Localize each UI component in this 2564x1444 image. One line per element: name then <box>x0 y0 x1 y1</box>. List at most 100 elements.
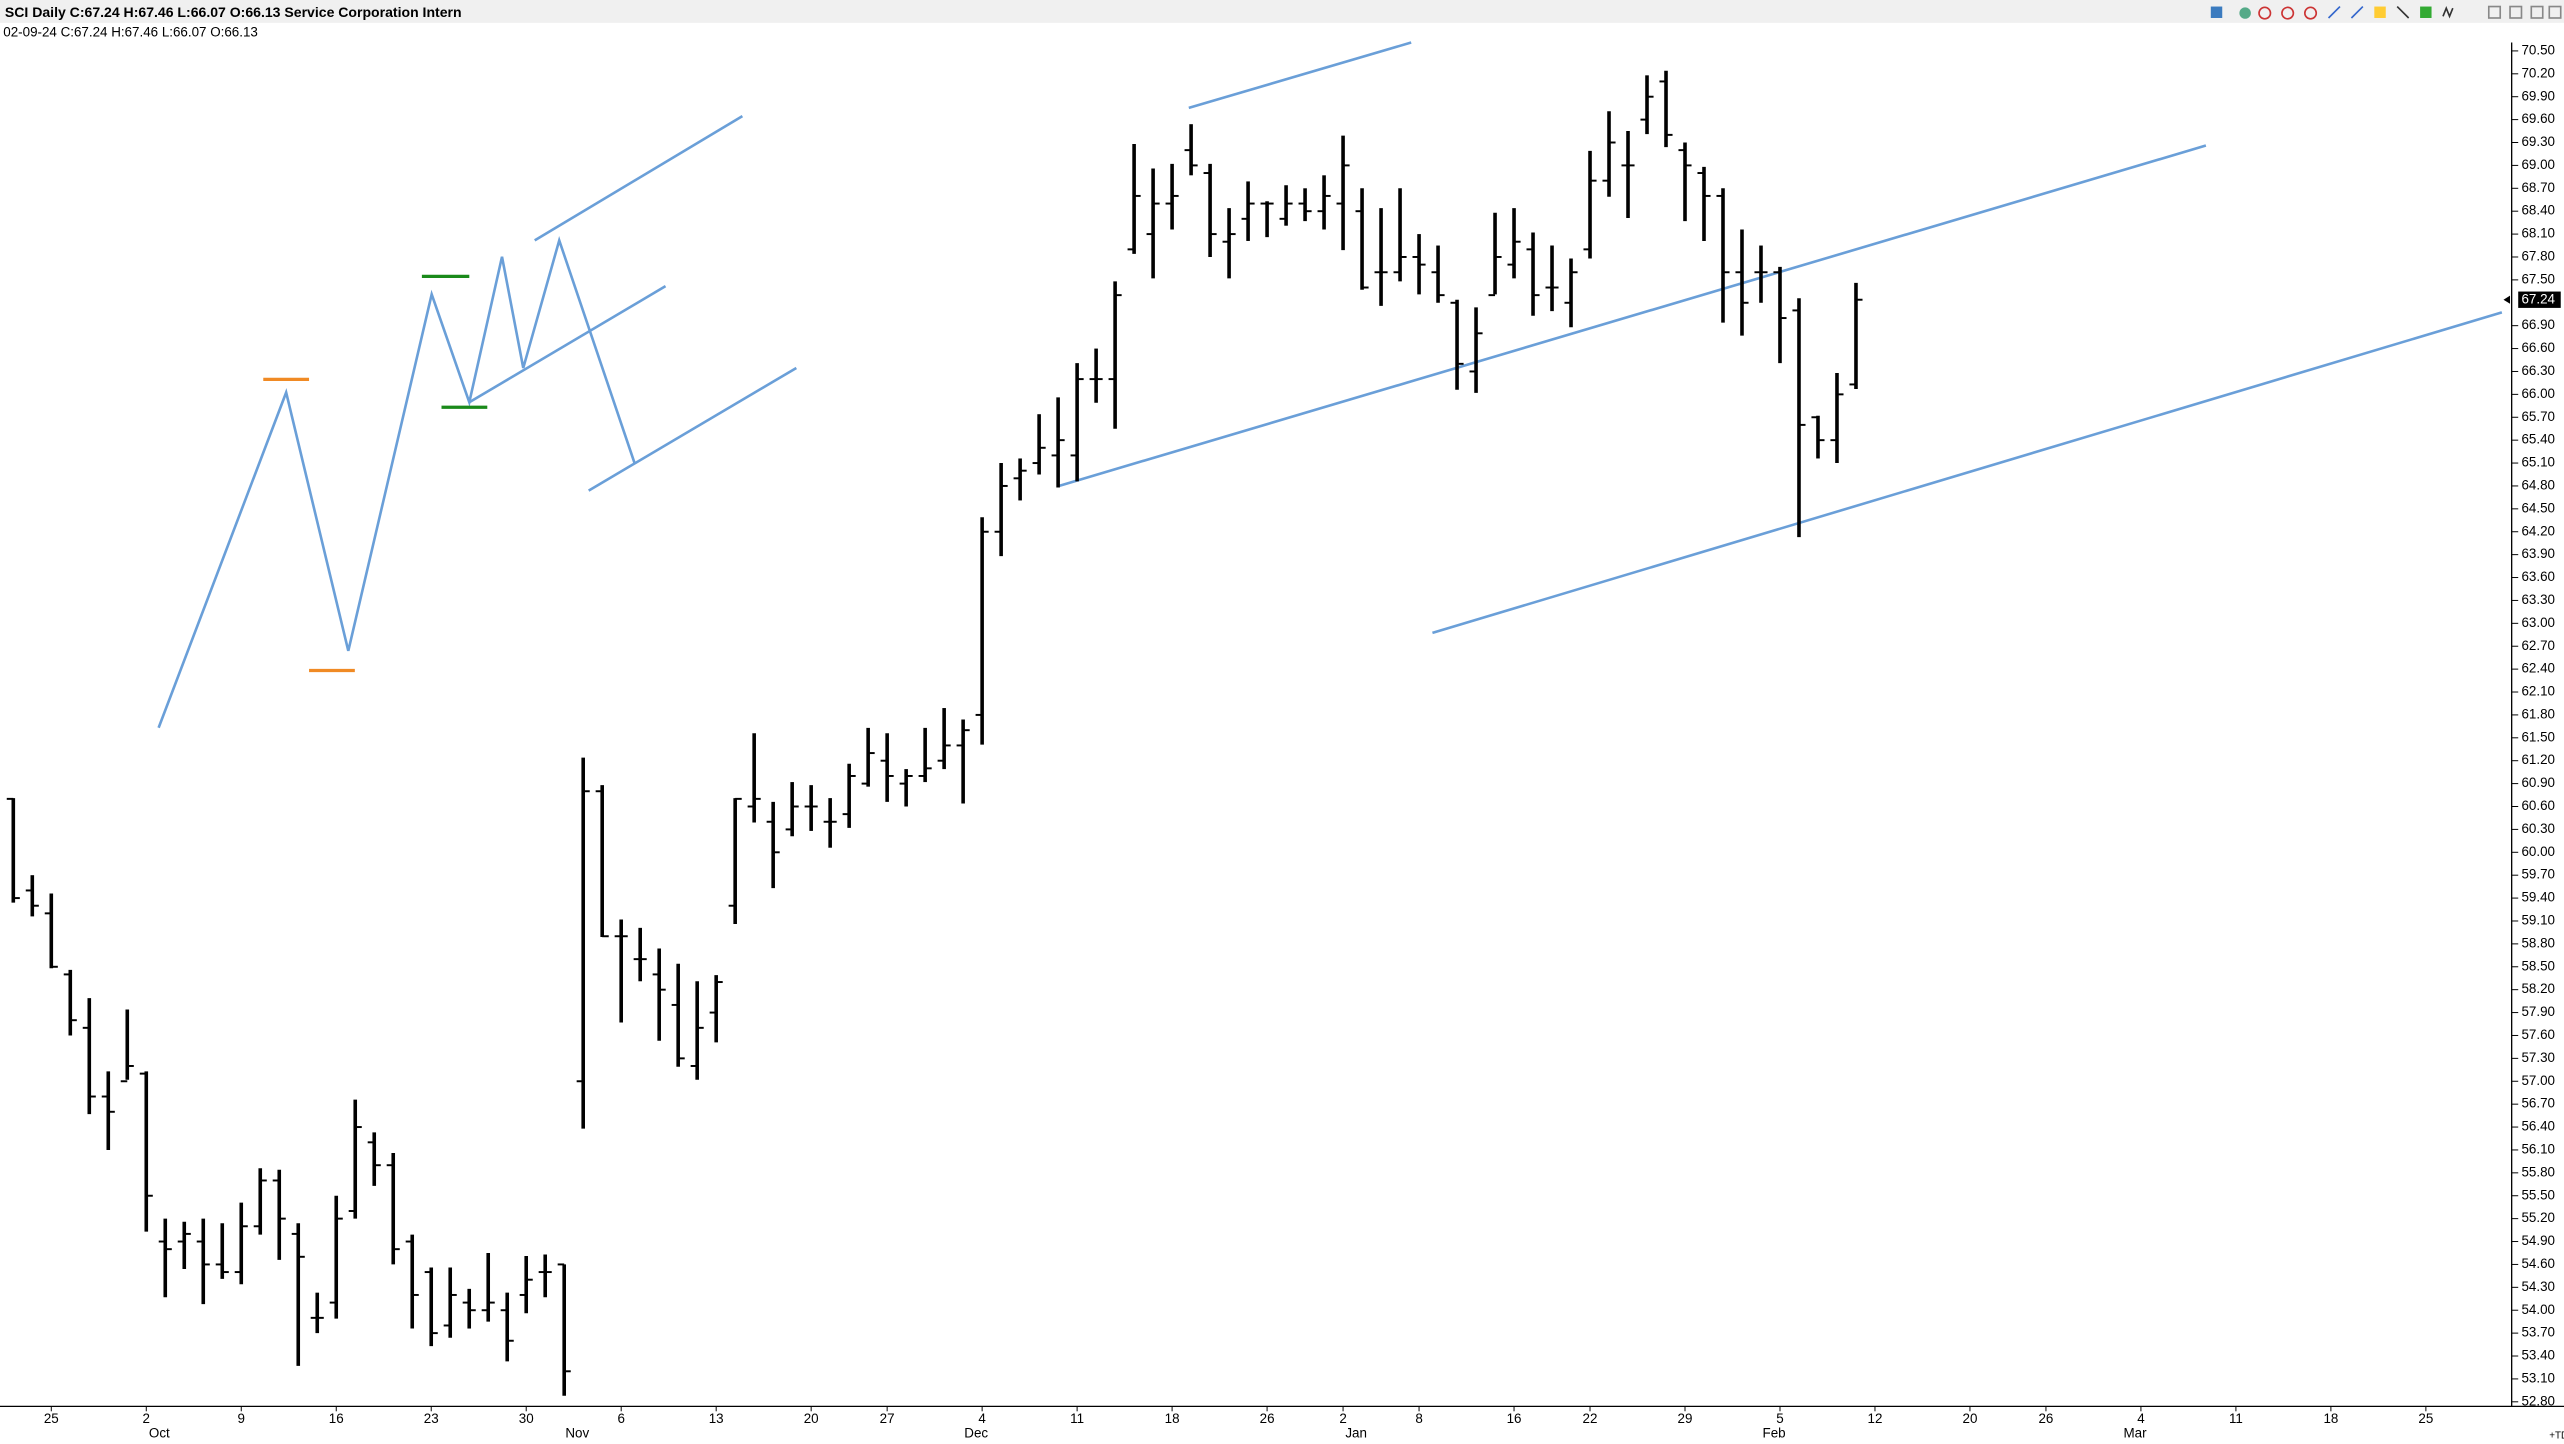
y-tick-label: 70.20 <box>2521 65 2555 80</box>
x-tick-label: 5 <box>1776 1411 1783 1426</box>
trend-line <box>534 114 744 242</box>
y-tick-label: 60.30 <box>2521 821 2555 836</box>
icon[interactable] <box>2210 6 2223 18</box>
y-tick-label: 56.10 <box>2521 1141 2555 1156</box>
y-tick-label: 53.40 <box>2521 1348 2555 1363</box>
y-tick-label: 64.80 <box>2521 477 2555 492</box>
y-tick-label: 59.70 <box>2521 867 2555 882</box>
x-tick-label: 26 <box>1260 1411 1275 1426</box>
y-tick-label: 70.50 <box>2521 42 2555 57</box>
icon[interactable] <box>2420 6 2432 18</box>
y-tick-label: 66.00 <box>2521 386 2555 401</box>
x-tick-label: 2 <box>1339 1411 1346 1426</box>
x-tick-label: 18 <box>1165 1411 1180 1426</box>
y-tick-label: 54.30 <box>2521 1279 2555 1294</box>
y-tick-label: 54.60 <box>2521 1256 2555 1271</box>
x-tick-label: 23 <box>424 1411 439 1426</box>
y-tick-label: 65.70 <box>2521 409 2555 424</box>
last-price: 67.24 <box>2503 291 2561 308</box>
x-tick-label: 9 <box>238 1411 245 1426</box>
y-tick-label: 62.10 <box>2521 684 2555 699</box>
last-price-arrow <box>2503 295 2511 304</box>
x-tick-label: 18 <box>2323 1411 2338 1426</box>
x-tick-label: 16 <box>1507 1411 1522 1426</box>
icon[interactable] <box>2281 6 2295 20</box>
icon[interactable] <box>2442 5 2454 19</box>
x-tick-label: 4 <box>2137 1411 2145 1426</box>
y-tick-label: 69.90 <box>2521 88 2555 103</box>
y-tick-label: 69.60 <box>2521 111 2555 126</box>
y-tick-label: 58.20 <box>2521 981 2555 996</box>
trend-line <box>588 366 798 492</box>
y-tick-label: 68.70 <box>2521 180 2555 195</box>
y-tick-label: 53.10 <box>2521 1370 2555 1385</box>
trend-line <box>1432 311 2503 635</box>
trend-line <box>468 285 667 404</box>
x-tick-label: 4 <box>978 1411 986 1426</box>
y-tick-label: 55.80 <box>2521 1164 2555 1179</box>
drawings <box>157 41 2503 729</box>
x-tick-label: 11 <box>1070 1411 1084 1426</box>
y-tick-label: 68.10 <box>2521 226 2555 241</box>
y-tick-label: 63.60 <box>2521 569 2555 584</box>
last-price-label: 67.24 <box>2521 291 2555 306</box>
y-tick-label: 66.30 <box>2521 363 2555 378</box>
icon[interactable] <box>2327 5 2341 19</box>
icon[interactable] <box>2350 5 2364 19</box>
y-tick-label: 64.20 <box>2521 523 2555 538</box>
y-tick-label: 65.10 <box>2521 455 2555 470</box>
x-tick-label: 25 <box>44 1411 59 1426</box>
chart-title: SCI Daily C:67.24 H:67.46 L:66.07 O:66.1… <box>5 4 462 20</box>
icon[interactable] <box>2304 6 2318 20</box>
title-bar <box>0 0 2564 23</box>
y-tick-label: 57.30 <box>2521 1050 2555 1065</box>
y-tick-label: 63.30 <box>2521 592 2555 607</box>
month-label: Nov <box>565 1426 589 1441</box>
icon[interactable] <box>2530 5 2544 19</box>
y-tick-label: 52.80 <box>2521 1393 2555 1408</box>
icon[interactable] <box>2396 5 2410 19</box>
month-label: Oct <box>149 1426 170 1441</box>
y-tick-label: 61.50 <box>2521 729 2555 744</box>
y-tick-label: 56.70 <box>2521 1096 2555 1111</box>
x-tick-label: 22 <box>1583 1411 1598 1426</box>
icon[interactable] <box>2548 5 2562 19</box>
y-tick-label: 67.50 <box>2521 271 2555 286</box>
icon[interactable] <box>2374 6 2386 18</box>
y-tick-label: 61.20 <box>2521 752 2555 767</box>
y-tick-label: 63.90 <box>2521 546 2555 561</box>
x-tick-label: 16 <box>329 1411 344 1426</box>
y-tick-label: 57.90 <box>2521 1004 2555 1019</box>
x-tick-label: 2 <box>143 1411 150 1426</box>
x-tick-label: 11 <box>2229 1411 2243 1426</box>
month-label: Dec <box>964 1426 988 1441</box>
month-label: Jan <box>1345 1426 1367 1441</box>
axis-corner: +TD <box>2549 1430 2564 1441</box>
y-tick-label: 62.70 <box>2521 638 2555 653</box>
trend-line <box>1188 41 1412 110</box>
x-tick-label: 12 <box>1868 1411 1883 1426</box>
icon[interactable] <box>2239 7 2251 19</box>
x-tick-label: 27 <box>880 1411 895 1426</box>
y-tick-label: 53.70 <box>2521 1325 2555 1340</box>
y-tick-label: 54.90 <box>2521 1233 2555 1248</box>
y-tick-label: 67.80 <box>2521 249 2555 264</box>
x-tick-label: 20 <box>1963 1411 1978 1426</box>
icon[interactable] <box>2258 6 2272 20</box>
icon[interactable] <box>2509 5 2523 19</box>
toolbar-icons[interactable] <box>2210 5 2562 20</box>
icon[interactable] <box>2487 5 2502 19</box>
y-tick-label: 66.60 <box>2521 340 2555 355</box>
y-tick-label: 58.80 <box>2521 935 2555 950</box>
y-tick-label: 62.40 <box>2521 661 2555 676</box>
y-tick-label: 59.40 <box>2521 890 2555 905</box>
y-tick-label: 57.60 <box>2521 1027 2555 1042</box>
y-tick-label: 60.90 <box>2521 775 2555 790</box>
last-price-box <box>2518 291 2561 308</box>
y-tick-label: 69.00 <box>2521 157 2555 172</box>
month-label: Feb <box>1763 1426 1786 1441</box>
y-tick-label: 54.00 <box>2521 1302 2555 1317</box>
y-tick-label: 69.30 <box>2521 134 2555 149</box>
